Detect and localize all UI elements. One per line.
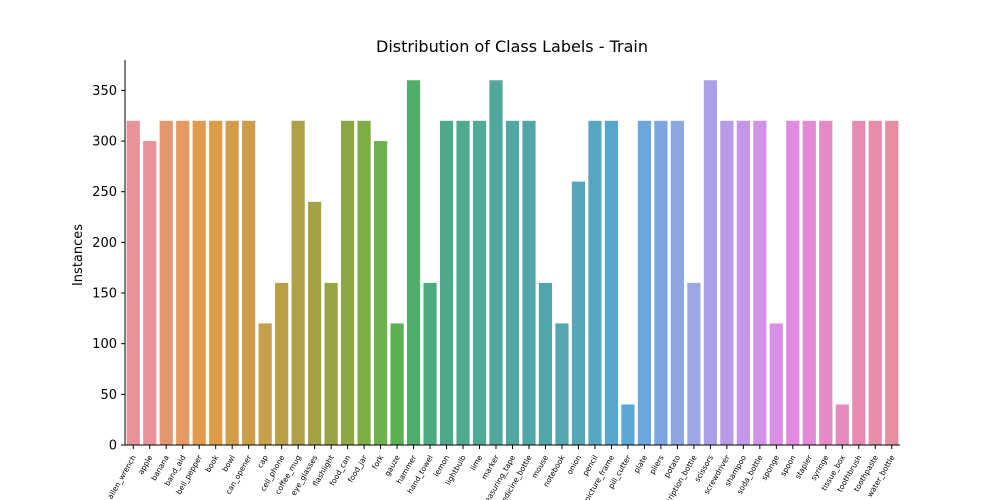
y-tick-label: 50 (100, 388, 117, 403)
bar-cap (258, 323, 272, 445)
bar-apple (143, 141, 157, 446)
bar-lightbulb (456, 120, 470, 445)
bar-measuring-tape (505, 120, 520, 445)
y-tick-label: 300 (92, 135, 117, 150)
bar-eye-glasses (308, 201, 322, 445)
bar-bowl (225, 120, 239, 445)
bar-band-aid (176, 120, 190, 445)
x-axis: allen_wrenchapplebananaband_aidbell_pepp… (106, 444, 900, 500)
y-tick-label: 150 (92, 287, 117, 302)
x-tick-label: allen_wrench (106, 453, 139, 500)
bar-bell-pepper (192, 120, 206, 445)
bar-prescription-bottle (687, 282, 701, 445)
y-tick-label: 350 (92, 84, 117, 99)
bar-hammer (406, 80, 421, 445)
bar-stapler (802, 120, 816, 445)
x-tick-label: bowl (220, 454, 237, 474)
bars-group (126, 80, 899, 446)
bar-flashlight (324, 282, 338, 445)
chart-title: Distribution of Class Labels - Train (376, 37, 648, 56)
x-tick-label: book (203, 453, 220, 474)
bar-onion (571, 181, 586, 445)
bar-lemon (439, 120, 454, 445)
bar-banana (159, 120, 173, 445)
bar-pill-cutter (621, 404, 635, 445)
bar-lime (472, 120, 487, 445)
bar-scissors (703, 80, 717, 445)
bar-syringe (819, 120, 833, 445)
bar-cell-phone (275, 282, 289, 445)
bar-coffee-mug (291, 120, 305, 445)
bar-spoon (786, 120, 800, 445)
x-tick-label: lime (468, 453, 484, 472)
bar-toothbrush (852, 120, 866, 445)
bar-sponge (769, 323, 783, 445)
x-tick-label: fork (370, 453, 385, 471)
x-tick-label: cap (255, 453, 270, 469)
bar-screwdriver (720, 120, 734, 445)
bar-shampoo (736, 120, 750, 445)
bar-toothpaste (868, 120, 882, 445)
bar-medicine-bottle (522, 120, 536, 445)
y-axis: 0 50 100 150 200 250 300 350 (92, 60, 126, 454)
bar-food-can (341, 120, 355, 445)
bar-mouse (538, 282, 553, 445)
y-axis-label: Instances (71, 224, 86, 286)
bar-allen-wrench (126, 120, 140, 445)
bar-fork (373, 141, 388, 446)
y-tick-label: 250 (92, 185, 117, 200)
bar-notebook (555, 323, 569, 445)
bar-picture-frame (604, 120, 619, 445)
bar-pencil (588, 120, 602, 445)
bar-book (209, 120, 223, 445)
bar-food-jar (357, 120, 371, 445)
y-tick-label: 200 (92, 236, 117, 251)
bar-pliers (654, 120, 668, 445)
bar-gauze (390, 323, 404, 445)
bar-plate (637, 120, 652, 445)
bar-marker (489, 80, 503, 445)
bar-can-opener (242, 120, 256, 445)
bar-potato (670, 120, 684, 445)
bar-water-bottle (885, 120, 899, 445)
bar-tissue-box (835, 404, 849, 445)
y-tick-label: 0 (109, 439, 117, 454)
bar-soda-bottle (753, 120, 767, 445)
bar-hand-towel (423, 282, 437, 445)
y-tick-label: 100 (92, 337, 117, 352)
